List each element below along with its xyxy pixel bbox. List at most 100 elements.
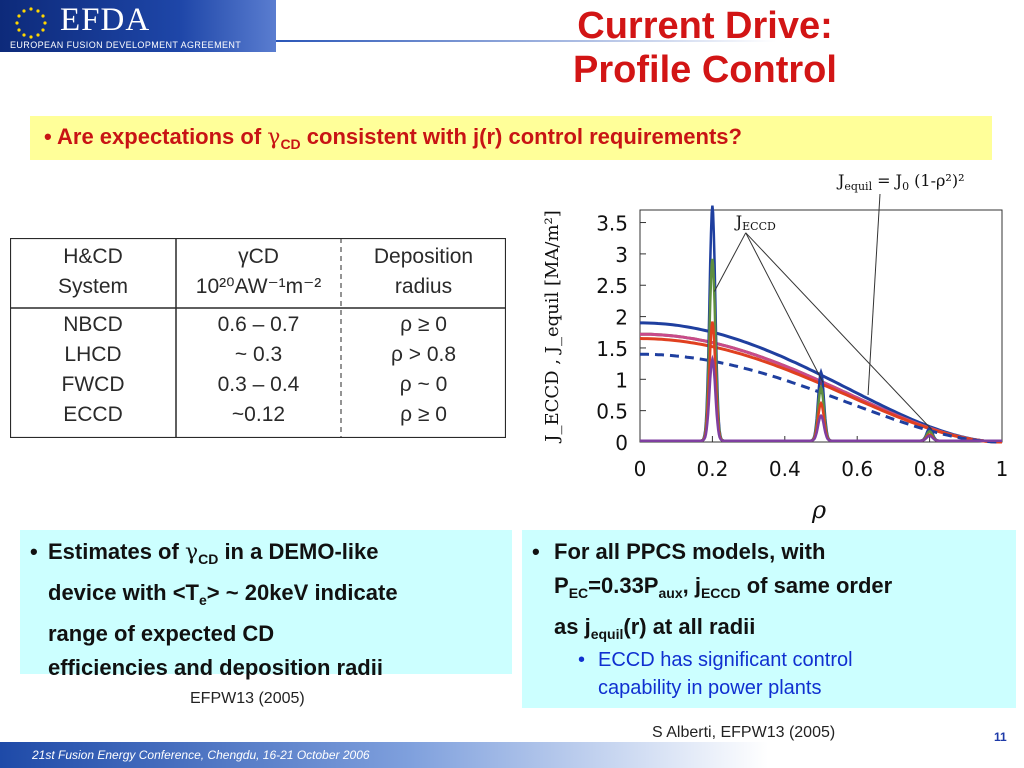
gamma-subscript: CD bbox=[280, 136, 301, 152]
plot-frame bbox=[639, 209, 1003, 443]
question-highlight bbox=[30, 116, 992, 160]
x-tick-label: 1 bbox=[996, 457, 1009, 481]
y-tick-label: 0 bbox=[615, 431, 628, 455]
eccd-series-line bbox=[640, 354, 1002, 442]
estimates-bullet: • bbox=[30, 539, 38, 564]
ppcs-bullet: • bbox=[532, 539, 540, 564]
question-text: • Are expectations of γCD consistent wit… bbox=[44, 124, 742, 152]
table-column-system: NBCD LHCD FWCD ECCD bbox=[10, 310, 176, 430]
table-cell: ρ ≥ 0 bbox=[400, 313, 447, 336]
x-tick-label: 0.2 bbox=[696, 457, 728, 481]
ppcs-text: For all PPCS models, with PEC=0.33Paux, … bbox=[554, 535, 1010, 651]
ppcs-sub-line-1: ECCD has significant control bbox=[598, 649, 853, 671]
table-cell: NBCD bbox=[63, 313, 123, 336]
y-tick-label: 2 bbox=[615, 306, 628, 330]
ppcs-line-1: For all PPCS models, with bbox=[554, 539, 826, 564]
eccd-pointer-line bbox=[713, 232, 747, 292]
estimates-line-4: efficiencies and deposition radii bbox=[48, 655, 383, 680]
text-run: , j bbox=[682, 573, 701, 598]
equil-series-line bbox=[640, 352, 1002, 444]
x-tick-label: 0 bbox=[634, 457, 647, 481]
x-tick-label: 0.4 bbox=[769, 457, 801, 481]
header-radius-line2: radius bbox=[394, 275, 453, 298]
estimates-line-1: Estimates of γCD in a DEMO-like bbox=[48, 535, 508, 576]
eccd-series-line bbox=[640, 258, 1002, 442]
ppcs-box bbox=[522, 530, 1016, 708]
title-line-2: Profile Control bbox=[573, 49, 837, 91]
equil-series-line bbox=[639, 337, 1002, 444]
header-gamma: γCD 10²⁰AW⁻¹m⁻² bbox=[176, 242, 341, 302]
x-tick-label: 0.6 bbox=[841, 457, 873, 481]
estimates-text: Estimates of γCD in a DEMO-like device w… bbox=[48, 535, 508, 685]
title-line-1: Current Drive: bbox=[577, 5, 833, 47]
citation-right: S Alberti, EFPW13 (2005) bbox=[652, 724, 836, 741]
header-system: H&CD System bbox=[10, 242, 176, 302]
x-axis-label: ρ bbox=[811, 496, 826, 524]
gamma-symbol: γ bbox=[267, 125, 281, 150]
current-profile-chart: 0 0.5 1 1.5 2 2.5 3 3.5 0 0.2 0.4 0.6 0.8 1 ρ J_ECCD , … bbox=[542, 171, 1009, 524]
equil-pointer-line bbox=[867, 193, 881, 396]
question-suffix: consistent with j(r) control requirement… bbox=[300, 124, 742, 149]
text-run: =0.33P bbox=[588, 573, 659, 598]
citation-left: EFPW13 (2005) bbox=[190, 690, 305, 707]
table-column-gamma: 0.6 – 0.7 ~ 0.3 0.3 – 0.4 ~0.12 bbox=[176, 310, 341, 430]
header-system-line1: H&CD bbox=[63, 245, 123, 268]
text-run: of same order bbox=[740, 573, 893, 598]
subscript: ECCD bbox=[700, 585, 741, 601]
subscript: EC bbox=[568, 585, 589, 601]
ppcs-sub-bullet: • bbox=[578, 649, 586, 671]
table-cell: 0.3 – 0.4 bbox=[217, 373, 300, 396]
table-column-radius: ρ ≥ 0 ρ > 0.8 ρ ~ 0 ρ ≥ 0 bbox=[341, 310, 506, 430]
subscript: equil bbox=[590, 626, 624, 642]
ppcs-sub-line-2: capability in power plants bbox=[598, 677, 822, 699]
x-tick-label: 0.8 bbox=[914, 457, 946, 481]
header-radius: Deposition radius bbox=[341, 242, 506, 302]
subscript: e bbox=[199, 592, 207, 608]
estimates-line-3: range of expected CD bbox=[48, 621, 275, 646]
text-run: device with <T bbox=[48, 580, 199, 605]
y-tick-label: 2.5 bbox=[596, 274, 628, 298]
y-axis-label: J_ECCD , J_equil [MA/m²] bbox=[542, 210, 563, 444]
table-cell: FWCD bbox=[61, 373, 125, 396]
table-cell: ρ > 0.8 bbox=[390, 343, 457, 366]
text-run: Estimates of bbox=[48, 539, 185, 564]
text-run: > ~ 20keV indicate bbox=[206, 580, 398, 605]
hcd-table: H&CD System γCD 10²⁰AW⁻¹m⁻² Deposition r… bbox=[10, 238, 506, 438]
eccd-pointer-line bbox=[745, 232, 824, 383]
table-cell: ECCD bbox=[63, 403, 123, 426]
table-cell: ~ 0.3 bbox=[234, 343, 283, 366]
ppcs-line-3: as jequil(r) at all radii bbox=[554, 610, 1010, 651]
header-gamma-line1: γCD bbox=[238, 245, 279, 268]
page-number: 11 bbox=[994, 730, 1007, 744]
eccd-pointer-line bbox=[745, 232, 932, 430]
ppcs-sub-text: ECCD has significant control capability … bbox=[598, 646, 1008, 702]
logo-subtitle: EUROPEAN FUSION DEVELOPMENT AGREEMENT bbox=[10, 40, 242, 50]
text-run: (r) at all radii bbox=[623, 614, 756, 639]
header-rule bbox=[276, 40, 776, 42]
y-tick-label: 3 bbox=[615, 243, 628, 267]
header-gamma-line2: 10²⁰AW⁻¹m⁻² bbox=[195, 275, 322, 298]
header-system-line2: System bbox=[57, 275, 128, 298]
table-cell: ρ ~ 0 bbox=[399, 373, 448, 396]
equil-formula: Jequil = J0 (1-ρ²)² bbox=[836, 171, 964, 193]
gamma-symbol: γ bbox=[184, 540, 199, 565]
eu-stars-icon bbox=[15, 7, 47, 39]
text-run: P bbox=[554, 573, 569, 598]
y-tick-label: 0.5 bbox=[596, 400, 628, 424]
header-radius-line1: Deposition bbox=[373, 245, 474, 268]
estimates-box bbox=[20, 530, 512, 674]
estimates-line-2: device with <Te> ~ 20keV indicate bbox=[48, 576, 508, 617]
logo: EFDA bbox=[60, 2, 151, 38]
ppcs-line-2: PEC=0.33Paux, jECCD of same order bbox=[554, 569, 1010, 610]
eccd-label: JECCD bbox=[734, 212, 776, 233]
footer-conference: 21st Fusion Energy Conference, Chengdu, … bbox=[32, 748, 370, 762]
slide-title: Current Drive: Profile Control bbox=[470, 4, 940, 92]
y-tick-label: 1.5 bbox=[596, 337, 628, 361]
text-run: in a DEMO-like bbox=[218, 539, 379, 564]
footer-bar bbox=[0, 742, 1024, 768]
table-cell: LHCD bbox=[64, 343, 122, 366]
header-banner bbox=[0, 0, 276, 52]
y-tick-label: 3.5 bbox=[596, 212, 628, 236]
table-cell: 0.6 – 0.7 bbox=[217, 313, 300, 336]
subscript: aux bbox=[658, 585, 683, 601]
